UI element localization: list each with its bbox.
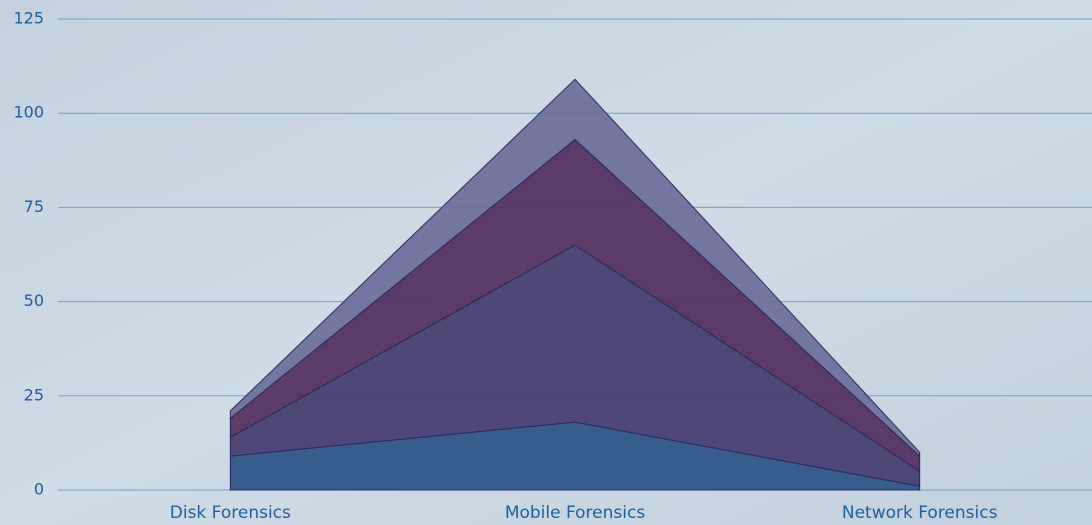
x-tick-label: Network Forensics: [842, 503, 998, 523]
y-tick-label: 50: [24, 291, 44, 310]
y-tick-label: 125: [13, 9, 44, 28]
y-tick-label: 0: [34, 480, 44, 499]
x-tick-label: Disk Forensics: [170, 503, 291, 523]
y-tick-label: 25: [24, 385, 44, 404]
y-tick-label: 75: [24, 197, 44, 216]
x-tick-label: Mobile Forensics: [505, 503, 646, 523]
y-tick-label: 100: [13, 103, 44, 122]
area: [229, 78, 921, 458]
